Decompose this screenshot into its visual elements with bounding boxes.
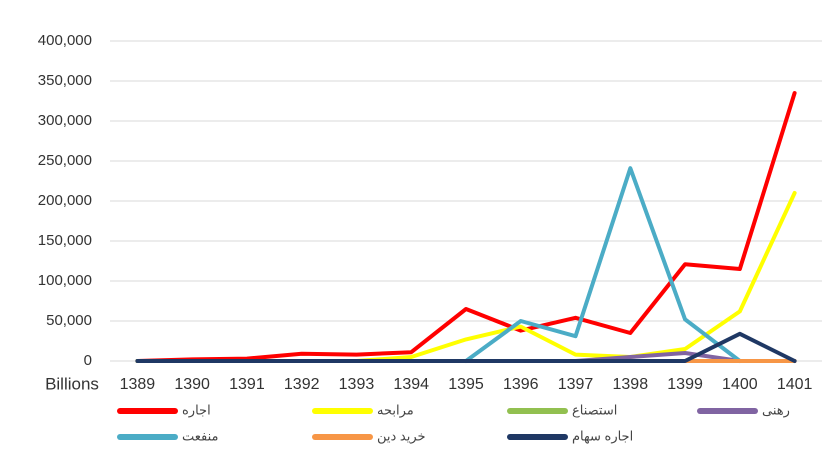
x-tick-label: 1393 [339, 376, 375, 393]
y-tick-label: 250,000 [38, 152, 92, 169]
series-line [137, 193, 794, 361]
x-tick-label: 1400 [722, 376, 758, 393]
x-axis-label: Billions [45, 374, 99, 393]
x-tick-label: 1398 [613, 376, 649, 393]
y-tick-label: 350,000 [38, 72, 92, 89]
y-tick-label: 200,000 [38, 192, 92, 209]
y-tick-label: 400,000 [38, 32, 92, 49]
chart: 0 50,000 100,000 150,000 200,000 250,000 300,0… [0, 0, 835, 474]
x-tick-label: 1399 [667, 376, 703, 393]
y-tick-label: 150,000 [38, 232, 92, 249]
x-tick-label: 1389 [120, 376, 156, 393]
x-tick-label: 1392 [284, 376, 320, 393]
legend-label: اجاره [182, 402, 211, 418]
x-tick-label: 1396 [503, 376, 539, 393]
y-tick-label: 100,000 [38, 272, 92, 289]
x-tick-label: 1397 [558, 376, 594, 393]
y-tick-label: 300,000 [38, 112, 92, 129]
x-tick-label: 1395 [448, 376, 484, 393]
y-tick-label: 0 [84, 352, 92, 369]
legend-label: خرید دین [377, 428, 426, 444]
x-tick-label: 1401 [777, 376, 813, 393]
legend-label: استصناع [572, 402, 617, 418]
legend-label: مرابحه [377, 402, 414, 418]
legend-label: اجاره سهام [572, 428, 633, 444]
x-tick-label: 1390 [174, 376, 210, 393]
y-tick-label: 50,000 [46, 312, 92, 329]
x-tick-label: 1394 [393, 376, 429, 393]
x-tick-label: 1391 [229, 376, 265, 393]
legend-label: رهنی [762, 402, 790, 418]
legend-label: منفعت [182, 428, 219, 443]
